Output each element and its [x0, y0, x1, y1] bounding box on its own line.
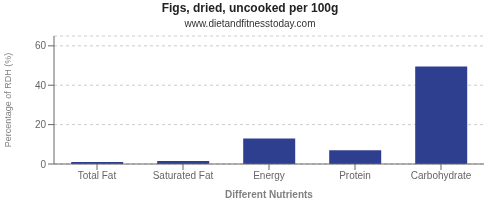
svg-text:Percentage of RDH (%): Percentage of RDH (%)	[8, 53, 13, 148]
svg-text:20: 20	[35, 119, 47, 130]
svg-text:Energy: Energy	[253, 170, 285, 181]
svg-text:Different Nutrients: Different Nutrients	[225, 189, 313, 200]
svg-text:Saturated Fat: Saturated Fat	[153, 170, 214, 181]
svg-text:40: 40	[35, 80, 47, 91]
html-text:Figs, dried, uncooked per 100g: Figs, dried, uncooked per 100g	[161, 1, 339, 15]
html-text:www.dietandfitnesstoday.com: www.dietandfitnesstoday.com	[184, 18, 316, 29]
svg-text:0: 0	[40, 159, 46, 170]
svg-text:Total Fat: Total Fat	[78, 170, 117, 181]
svg-text:Protein: Protein	[339, 170, 371, 181]
svg-text:60: 60	[35, 40, 47, 51]
svg-text:Carbohydrate: Carbohydrate	[411, 170, 472, 181]
